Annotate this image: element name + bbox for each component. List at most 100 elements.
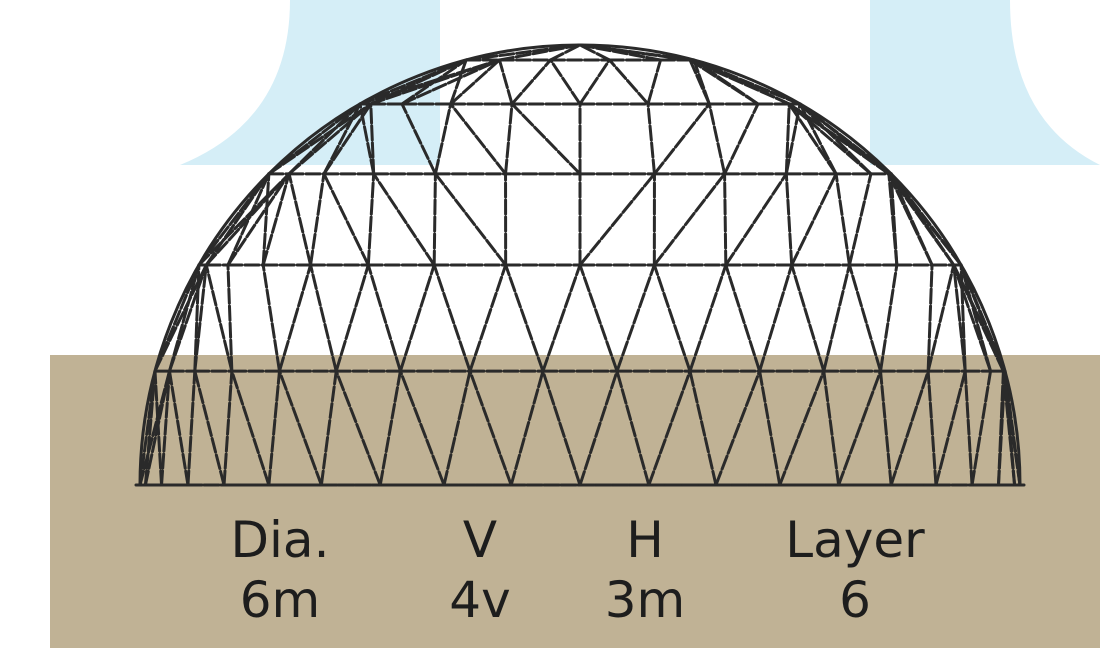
dome-diagonal-strut <box>504 102 514 176</box>
spec-height-value: 3m <box>604 571 686 629</box>
dome-diagonal-strut <box>934 369 967 487</box>
dome-diagonal-strut <box>509 369 545 487</box>
dome-diagonal-strut <box>822 263 851 373</box>
dome-diagonal-strut <box>277 263 313 373</box>
dome-spec-table: Dia. 6m V 4v H 3m Layer 6 <box>0 510 1100 640</box>
dome-diagonal-strut <box>1001 369 1022 487</box>
spec-layer-value: 6 <box>839 571 871 629</box>
dome-diagonal-strut <box>646 102 656 176</box>
dome-diagonal-strut <box>578 172 656 267</box>
dome-diagonal-strut <box>230 369 271 487</box>
dome-diagonal-strut <box>261 172 271 267</box>
dome-diagonal-strut <box>926 369 938 487</box>
dome-diagonal-strut <box>688 58 791 106</box>
backdrop-shape-left <box>180 0 440 165</box>
dome-diagonal-strut <box>787 102 893 176</box>
dome-diagonal-strut <box>784 172 794 267</box>
dome-diagonal-strut <box>652 263 692 373</box>
dome-diagonal-strut <box>790 263 826 373</box>
dome-diagonal-strut <box>952 263 993 373</box>
dome-diagonal-strut <box>963 369 974 487</box>
spec-frequency: V 4v <box>420 510 540 630</box>
dome-diagonal-strut <box>834 172 851 267</box>
spec-layer-label: Layer <box>785 511 925 569</box>
spec-layer: Layer 6 <box>760 510 950 630</box>
dome-diagonal-strut <box>688 369 718 487</box>
dome-diagonal-strut <box>287 172 313 267</box>
dome-diagonal-strut <box>449 58 501 106</box>
dome-outline <box>138 43 1022 486</box>
spec-diameter-label: Dia. <box>230 511 330 569</box>
dome-diagonal-strut <box>688 58 711 106</box>
dome-frame <box>134 43 1026 487</box>
dome-diagonal-strut <box>784 102 791 176</box>
dome-diagonal-strut <box>758 369 782 487</box>
dome-diagonal-strut <box>879 263 899 373</box>
dome-diagonal-strut <box>688 58 802 106</box>
spec-diameter: Dia. 6m <box>205 510 355 630</box>
dome-diagonal-strut <box>400 58 501 106</box>
dome-diagonal-strut <box>724 172 788 267</box>
dome-diagonal-strut <box>449 102 508 176</box>
dome-diagonal-strut <box>432 263 472 373</box>
dome-diagonal-strut <box>261 172 291 267</box>
dome-diagonal-strut <box>378 369 402 487</box>
dome-diagonal-strut <box>510 58 553 106</box>
dome-diagonal-strut <box>319 369 338 487</box>
dome-diagonal-strut <box>143 369 157 487</box>
dome-diagonal-strut <box>887 172 899 267</box>
dome-diagonal-strut <box>449 58 468 106</box>
dome-diagonal-strut <box>549 43 582 62</box>
dome-diagonal-strut <box>615 263 656 373</box>
spec-height: H 3m <box>585 510 705 630</box>
dome-diagonal-strut <box>787 102 838 176</box>
dome-diagonal-strut <box>358 102 376 176</box>
dome-diagonal-strut <box>758 263 794 373</box>
dome-diagonal-strut <box>847 172 873 267</box>
dome-diagonal-strut <box>369 58 468 106</box>
dome-diagonal-strut <box>222 369 234 487</box>
dome-diagonal-strut <box>468 369 513 487</box>
dome-diagonal-strut <box>226 172 291 267</box>
dome-diagonal-strut <box>707 102 727 176</box>
dome-diagonal-strut <box>578 58 611 106</box>
backdrop-shape-right <box>870 0 1100 165</box>
dome-diagonal-strut <box>578 43 696 62</box>
dome-diagonal-strut <box>778 369 826 487</box>
dome-diagonal-strut <box>837 369 883 487</box>
dome-diagonal-strut <box>226 263 234 373</box>
dome-diagonal-strut <box>952 263 967 373</box>
spec-frequency-label: V <box>462 511 498 569</box>
spec-diameter-value: 6m <box>239 571 321 629</box>
dome-diagonal-strut <box>887 172 963 267</box>
spec-height-label: H <box>626 511 664 569</box>
dome-diagonal-strut <box>204 263 234 373</box>
dome-diagonal-strut <box>167 263 208 373</box>
dome-diagonal-strut <box>970 369 993 487</box>
dome-diagonal-strut <box>309 263 338 373</box>
dome-diagonal-strut <box>790 172 838 267</box>
dome-diagonal-strut <box>497 58 514 106</box>
dome-diagonal-strut <box>193 263 208 373</box>
dome-diagonal-strut <box>433 172 508 267</box>
dome-diagonal-strut <box>926 263 956 373</box>
dome-diagonal-strut <box>688 58 760 106</box>
dome-diagonal-strut <box>334 263 370 373</box>
dome-diagonal-strut <box>889 369 930 487</box>
dome-diagonal-strut <box>261 263 281 373</box>
dome-diagonal-strut <box>647 369 692 487</box>
dome-diagonal-strut <box>879 369 893 487</box>
dome-diagonal-strut <box>724 263 762 373</box>
dome-diagonal-strut <box>167 369 190 487</box>
dome-diagonal-strut <box>372 172 436 267</box>
dome-diagonal-strut <box>504 263 545 373</box>
dome-diagonal-strut <box>334 369 382 487</box>
dome-diagonal-strut <box>646 58 663 106</box>
dome-diagonal-strut <box>309 172 326 267</box>
dome-diagonal-strut <box>887 172 934 267</box>
dome-diagonal-strut <box>398 369 446 487</box>
dome-diagonal-strut <box>652 172 727 267</box>
dome-diagonal-strut <box>787 102 873 176</box>
dome-diagonal-strut <box>160 369 171 487</box>
